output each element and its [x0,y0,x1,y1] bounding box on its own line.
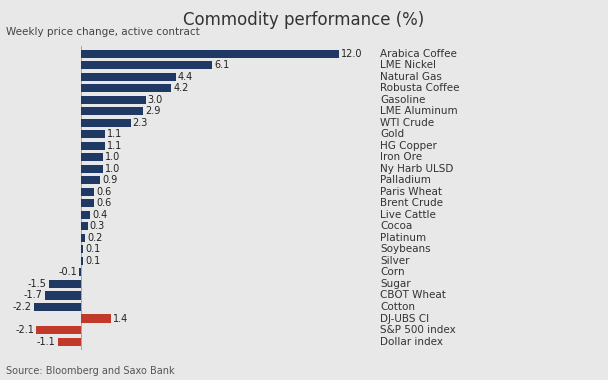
Text: Robusta Coffee: Robusta Coffee [380,83,460,93]
Text: 0.6: 0.6 [96,198,111,208]
Text: 0.4: 0.4 [92,210,107,220]
Text: Iron Ore: Iron Ore [380,152,422,162]
Bar [81,176,100,184]
Bar [45,291,81,299]
Text: LME Nickel: LME Nickel [380,60,436,70]
Text: CBOT Wheat: CBOT Wheat [380,290,446,301]
Text: Palladium: Palladium [380,175,431,185]
Bar [81,130,105,138]
Text: S&P 500 index: S&P 500 index [380,325,456,335]
Text: 1.0: 1.0 [105,152,120,162]
Text: Ny Harb ULSD: Ny Harb ULSD [380,164,454,174]
Text: Gold: Gold [380,129,404,139]
Bar [81,107,143,115]
Text: Cotton: Cotton [380,302,415,312]
Text: Silver: Silver [380,256,410,266]
Text: -0.1: -0.1 [58,268,77,277]
Bar [81,165,103,173]
Bar [81,153,103,162]
Text: -1.5: -1.5 [28,279,47,289]
Text: Weekly price change, active contract: Weekly price change, active contract [6,27,200,36]
Text: 6.1: 6.1 [214,60,229,70]
Text: LME Aluminum: LME Aluminum [380,106,458,116]
Text: -1.7: -1.7 [24,290,43,301]
Bar [81,245,83,253]
Text: WTI Crude: WTI Crude [380,118,434,128]
Text: 2.3: 2.3 [133,118,148,128]
Text: 0.2: 0.2 [88,233,103,243]
Bar [34,303,81,311]
Bar [81,50,339,58]
Text: 0.6: 0.6 [96,187,111,197]
Bar [81,257,83,265]
Text: -2.1: -2.1 [15,325,34,335]
Text: 0.3: 0.3 [90,222,105,231]
Text: Gasoline: Gasoline [380,95,426,105]
Text: Brent Crude: Brent Crude [380,198,443,208]
Text: 1.0: 1.0 [105,164,120,174]
Text: 4.4: 4.4 [178,72,193,82]
Bar [81,73,176,81]
Text: HG Copper: HG Copper [380,141,437,151]
Bar [81,119,131,127]
Text: Cocoa: Cocoa [380,222,412,231]
Bar [36,326,81,334]
Text: 2.9: 2.9 [145,106,161,116]
Bar [81,142,105,150]
Text: Dollar index: Dollar index [380,337,443,347]
Text: -2.2: -2.2 [13,302,32,312]
Text: 4.2: 4.2 [173,83,189,93]
Text: Sugar: Sugar [380,279,410,289]
Text: Paris Wheat: Paris Wheat [380,187,442,197]
Bar [81,200,94,207]
Text: 1.1: 1.1 [107,129,122,139]
Text: Soybeans: Soybeans [380,244,430,255]
Bar [81,61,212,69]
Text: 0.9: 0.9 [103,175,118,185]
Bar [81,84,171,92]
Text: 0.1: 0.1 [86,256,101,266]
Bar [81,188,94,196]
Text: Commodity performance (%): Commodity performance (%) [184,11,424,29]
Text: 12.0: 12.0 [341,49,362,59]
Bar [81,234,86,242]
Bar [81,315,111,323]
Text: Live Cattle: Live Cattle [380,210,436,220]
Text: Platinum: Platinum [380,233,426,243]
Text: 1.1: 1.1 [107,141,122,151]
Text: Arabica Coffee: Arabica Coffee [380,49,457,59]
Bar [49,280,81,288]
Bar [58,337,81,345]
Bar [79,268,81,277]
Text: -1.1: -1.1 [36,337,55,347]
Text: Natural Gas: Natural Gas [380,72,442,82]
Bar [81,211,90,219]
Bar [81,96,145,104]
Text: 0.1: 0.1 [86,244,101,255]
Text: DJ-UBS CI: DJ-UBS CI [380,314,429,323]
Text: Corn: Corn [380,268,405,277]
Text: 3.0: 3.0 [148,95,163,105]
Text: 1.4: 1.4 [113,314,129,323]
Text: Source: Bloomberg and Saxo Bank: Source: Bloomberg and Saxo Bank [6,366,174,376]
Bar [81,222,88,230]
